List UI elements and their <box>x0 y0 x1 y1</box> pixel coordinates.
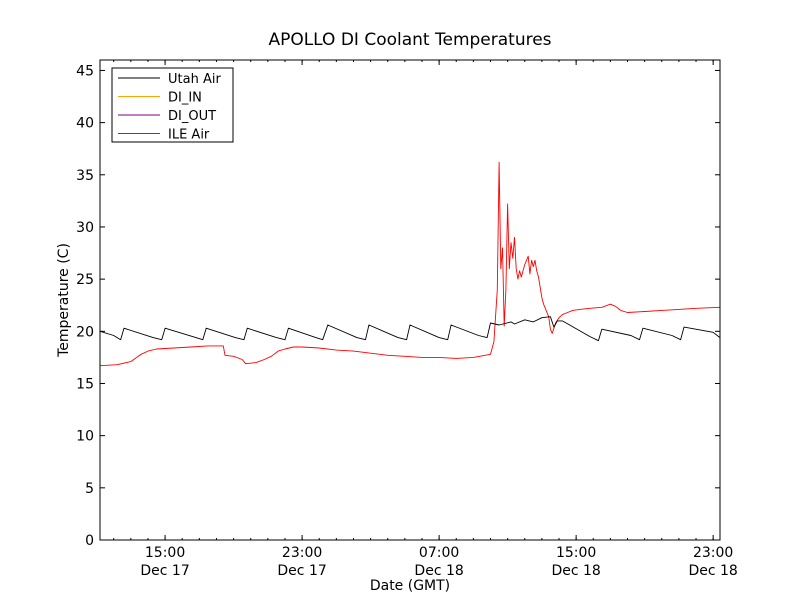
x-axis-label: Date (GMT) <box>370 578 450 594</box>
x-axis: 15:00 Dec 17 23:00 Dec 17 07:00 Dec 18 15:00 De… <box>113 60 738 579</box>
y-axis-label: Temperature (C) <box>56 243 72 358</box>
legend-label-di-out: DI_OUT <box>168 109 216 124</box>
legend-label-utah-air: Utah Air <box>168 72 221 87</box>
y-tick-label: 30 <box>76 220 94 236</box>
series-line-ile-air <box>99 161 721 367</box>
x-tick-time-label: 23:00 <box>693 545 733 561</box>
legend-label-di-in: DI_IN <box>168 91 202 106</box>
y-tick-label: 45 <box>76 63 94 79</box>
legend-box <box>111 67 234 143</box>
y-tick-label: 40 <box>76 116 94 132</box>
x-tick-time-label: 15:00 <box>556 545 596 561</box>
x-tick-time-label: 15:00 <box>145 545 185 561</box>
y-tick-label: 0 <box>85 533 94 549</box>
y-tick-label: 10 <box>76 429 94 445</box>
x-tick-date-label: Dec 17 <box>140 563 189 579</box>
x-tick-date-label: Dec 18 <box>414 563 463 579</box>
y-tick-label: 15 <box>76 376 94 392</box>
x-tick-time-label: 23:00 <box>282 545 322 561</box>
y-tick-label: 25 <box>76 272 94 288</box>
x-tick-date-label: Dec 17 <box>277 563 326 579</box>
y-tick-label: 20 <box>76 324 94 340</box>
y-tick-label: 5 <box>85 481 94 497</box>
series-layer <box>99 161 721 367</box>
x-tick-date-label: Dec 18 <box>551 563 600 579</box>
series-line-utah-air <box>99 316 721 342</box>
legend-label-ile-air: ILE Air <box>168 128 210 143</box>
legend: Utah Air DI_IN DI_OUT ILE Air <box>111 67 234 143</box>
chart-title: APOLLO DI Coolant Temperatures <box>268 30 551 50</box>
y-tick-label: 35 <box>76 168 94 184</box>
x-tick-date-label: Dec 18 <box>688 563 737 579</box>
y-axis: 0 5 10 15 20 25 30 35 40 45 <box>76 63 720 549</box>
x-tick-time-label: 07:00 <box>419 545 459 561</box>
plot-frame <box>99 59 721 541</box>
